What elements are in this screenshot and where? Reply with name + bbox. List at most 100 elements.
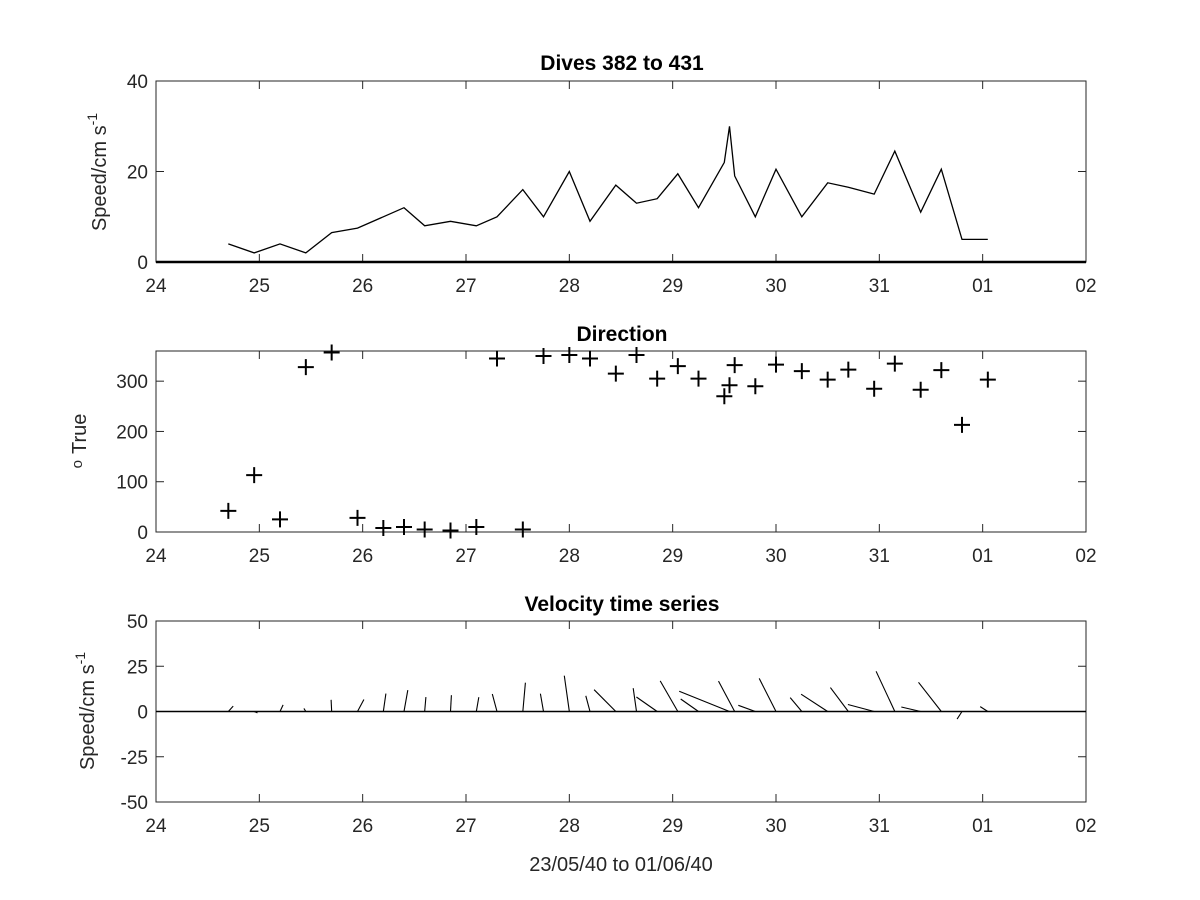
speed-ytick-label: 40	[127, 72, 148, 93]
velocity-stick	[718, 680, 736, 712]
direction-point	[726, 357, 743, 374]
direction-ylabel: oTrue	[69, 414, 91, 469]
velocity-title: Velocity time series	[525, 593, 720, 616]
velocity-stick	[491, 693, 498, 712]
direction-point	[535, 348, 552, 365]
velocity-stick	[632, 688, 638, 712]
velocity-stick	[475, 697, 480, 712]
velocity-stick	[918, 681, 942, 712]
direction-point	[323, 344, 340, 361]
speed-xtick-label: 28	[559, 276, 580, 297]
velocity-stick	[227, 705, 234, 712]
direction-ytick-label: 200	[116, 422, 148, 443]
velocity-stick	[789, 697, 803, 712]
direction-ytick-label: 0	[137, 523, 148, 544]
speed-xtick-label: 27	[455, 276, 476, 297]
velocity-xtick-label: 01	[972, 816, 993, 837]
velocity-ytick-label: -25	[121, 748, 148, 769]
velocity-stick	[303, 708, 307, 712]
velocity-stick	[659, 680, 679, 712]
direction-point	[716, 388, 733, 405]
direction-title: Direction	[576, 323, 667, 346]
direction-point	[669, 358, 686, 375]
speed-xtick-label: 29	[662, 276, 683, 297]
direction-point	[375, 519, 392, 536]
velocity-stick	[563, 675, 570, 712]
velocity-ytick-label: 25	[127, 657, 148, 678]
speed-ylabel: Speed/cm s-1	[84, 113, 111, 231]
velocity-stick	[330, 699, 333, 712]
speed-title: Dives 382 to 431	[540, 52, 704, 75]
direction-point	[272, 511, 288, 528]
speed-panel: Dives 382 to 431 Speed/cm s-1 24 25 26 27 28…	[84, 52, 1097, 297]
velocity-ylabel: Speed/cm s-1	[72, 652, 99, 770]
direction-point	[721, 377, 738, 394]
speed-xtick-label: 30	[765, 276, 786, 297]
direction-xtick-label: 31	[869, 546, 890, 567]
velocity-stick	[758, 678, 777, 712]
direction-xtick-label: 02	[1075, 546, 1096, 567]
direction-ytick-label: 300	[116, 372, 148, 393]
velocity-xlabel: 23/05/40 to 01/06/40	[529, 854, 713, 876]
direction-point	[886, 355, 903, 372]
speed-xtick-label: 25	[249, 276, 270, 297]
direction-point	[819, 371, 836, 388]
velocity-stick	[847, 703, 875, 713]
direction-point	[690, 370, 707, 387]
direction-point	[979, 371, 996, 388]
direction-xtick-label: 28	[559, 546, 580, 567]
direction-point	[220, 502, 237, 519]
velocity-stick	[593, 689, 617, 712]
direction-xtick-label: 27	[455, 546, 476, 567]
direction-point	[840, 361, 857, 378]
velocity-xtick-label: 30	[765, 816, 786, 837]
direction-xtick-label: 29	[662, 546, 683, 567]
velocity-stick	[449, 695, 452, 712]
direction-point	[489, 350, 505, 367]
direction-point	[793, 363, 810, 380]
direction-point	[768, 356, 784, 373]
speed-xtick-label: 31	[869, 276, 890, 297]
velocity-stick	[279, 704, 284, 712]
direction-panel: Direction oTrue 24 25 26 27 28 29 30 31 01 02 0 100…	[69, 323, 1097, 567]
direction-point	[607, 365, 624, 382]
speed-xtick-label: 02	[1075, 276, 1096, 297]
direction-xtick-label: 01	[972, 546, 993, 567]
direction-point	[396, 518, 412, 535]
direction-xtick-label: 26	[352, 546, 373, 567]
velocity-stick	[875, 671, 896, 712]
direction-point	[561, 347, 578, 364]
speed-xtick-label: 01	[972, 276, 993, 297]
direction-point	[349, 509, 366, 526]
direction-point	[297, 359, 314, 376]
velocity-stick	[585, 695, 591, 712]
velocity-stick	[403, 690, 409, 712]
velocity-stick	[829, 687, 849, 712]
velocity-stick	[678, 690, 730, 713]
speed-xtick-label: 24	[145, 276, 167, 297]
direction-xtick-label: 30	[765, 546, 786, 567]
velocity-xtick-label: 27	[455, 816, 476, 837]
velocity-stick	[522, 682, 526, 712]
speed-ytick-label: 20	[127, 163, 148, 184]
direction-point	[582, 350, 598, 367]
velocity-ytick-label: -50	[121, 793, 148, 814]
speed-xtick-label: 26	[352, 276, 373, 297]
direction-point	[246, 467, 263, 484]
speed-ytick-label: 0	[137, 253, 148, 274]
direction-point	[747, 378, 764, 395]
direction-point	[468, 518, 485, 535]
direction-ytick-label: 100	[116, 473, 148, 494]
velocity-stick	[956, 711, 963, 720]
velocity-stick	[901, 706, 921, 713]
direction-axes-box	[155, 350, 1087, 533]
direction-point	[514, 521, 531, 538]
velocity-stick	[800, 693, 828, 712]
velocity-ytick-label: 50	[127, 612, 148, 633]
velocity-xtick-label: 25	[249, 816, 270, 837]
direction-point	[866, 380, 883, 397]
velocity-xtick-label: 31	[869, 816, 890, 837]
speed-axes-box	[155, 80, 1087, 263]
velocity-stick	[382, 693, 387, 712]
